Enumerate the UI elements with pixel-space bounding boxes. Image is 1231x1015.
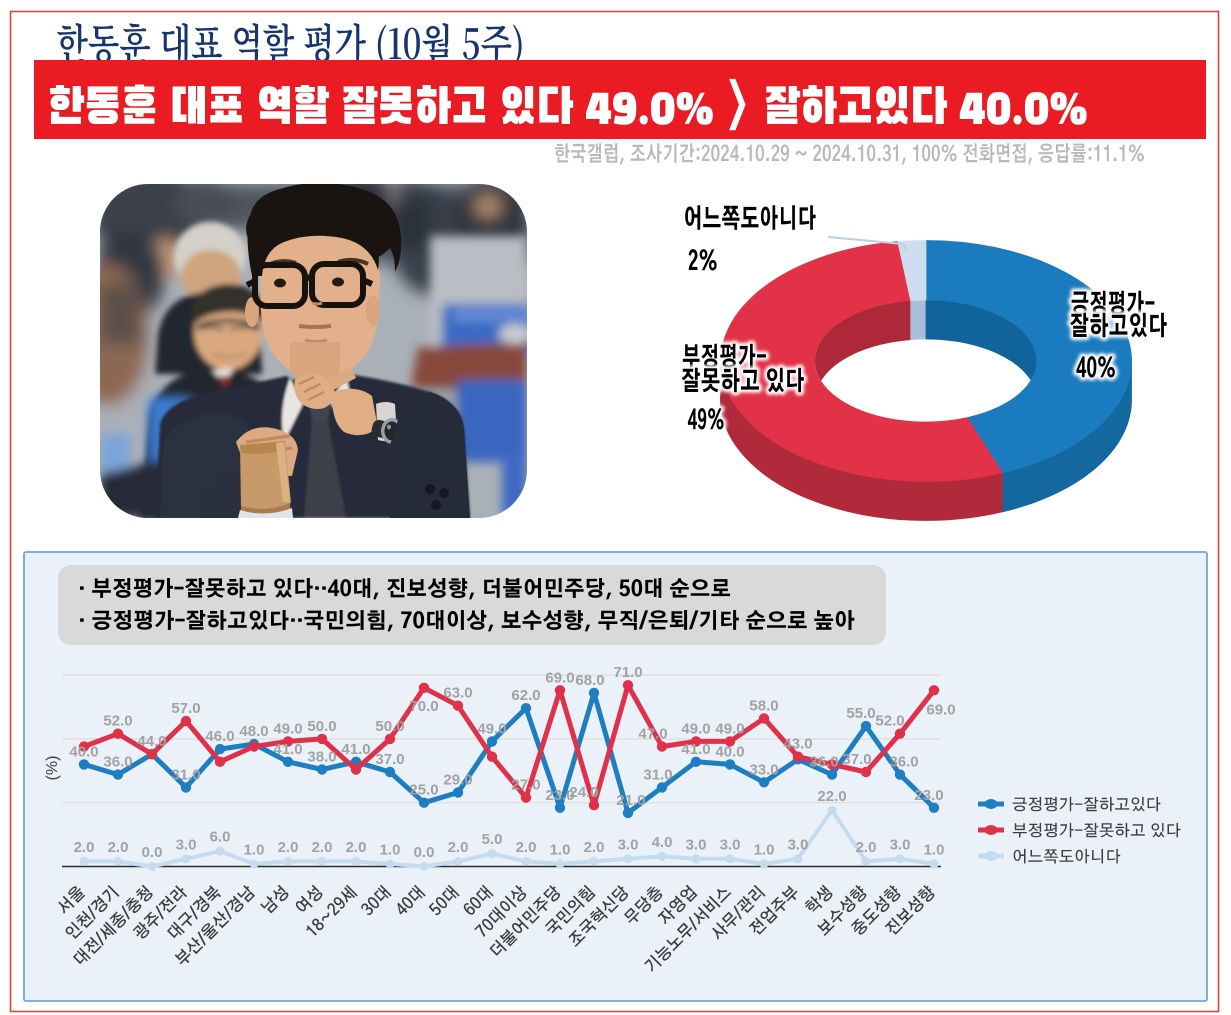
svg-text:69.0: 69.0 xyxy=(926,701,955,718)
svg-text:50.0: 50.0 xyxy=(307,718,336,735)
svg-text:22.0: 22.0 xyxy=(817,788,846,805)
svg-text:41.0: 41.0 xyxy=(681,741,710,758)
svg-text:31.0: 31.0 xyxy=(643,766,672,783)
svg-text:43.0: 43.0 xyxy=(783,736,812,753)
svg-text:(%): (%) xyxy=(44,756,61,781)
svg-text:21.0: 21.0 xyxy=(616,792,645,809)
svg-text:5.0: 5.0 xyxy=(482,831,503,848)
svg-text:52.0: 52.0 xyxy=(103,713,132,730)
svg-text:0.0: 0.0 xyxy=(414,844,435,861)
svg-text:49.0: 49.0 xyxy=(477,720,506,737)
svg-text:62.0: 62.0 xyxy=(511,687,540,704)
svg-text:3.0: 3.0 xyxy=(176,836,197,853)
svg-text:6.0: 6.0 xyxy=(210,829,231,846)
svg-text:50.0: 50.0 xyxy=(375,718,404,735)
svg-text:29.0: 29.0 xyxy=(443,772,472,789)
svg-text:55.0: 55.0 xyxy=(846,705,875,722)
svg-text:1.0: 1.0 xyxy=(380,841,401,858)
svg-text:57.0: 57.0 xyxy=(171,700,200,717)
svg-text:70.0: 70.0 xyxy=(409,698,438,715)
svg-text:49.0: 49.0 xyxy=(681,720,710,737)
svg-text:49.0: 49.0 xyxy=(273,720,302,737)
svg-text:3.0: 3.0 xyxy=(720,836,741,853)
svg-text:1.0: 1.0 xyxy=(550,841,571,858)
svg-text:2.0: 2.0 xyxy=(516,839,537,856)
svg-text:2.0: 2.0 xyxy=(278,839,299,856)
svg-text:23.0: 23.0 xyxy=(545,787,574,804)
svg-text:31.0: 31.0 xyxy=(171,766,200,783)
svg-text:48.0: 48.0 xyxy=(239,723,268,740)
svg-text:49.0: 49.0 xyxy=(715,720,744,737)
svg-text:3.0: 3.0 xyxy=(686,836,707,853)
svg-text:33.0: 33.0 xyxy=(749,761,778,778)
svg-text:38.0: 38.0 xyxy=(307,749,336,766)
svg-text:63.0: 63.0 xyxy=(443,685,472,702)
svg-text:25.0: 25.0 xyxy=(409,782,438,799)
svg-text:46.0: 46.0 xyxy=(205,728,234,745)
svg-text:3.0: 3.0 xyxy=(890,836,911,853)
svg-text:37.0: 37.0 xyxy=(375,751,404,768)
svg-text:4.0: 4.0 xyxy=(652,834,673,851)
svg-text:41.0: 41.0 xyxy=(341,741,370,758)
svg-text:40.0: 40.0 xyxy=(715,743,744,760)
svg-text:3.0: 3.0 xyxy=(788,836,809,853)
svg-text:24.0: 24.0 xyxy=(569,784,598,801)
svg-text:23.0: 23.0 xyxy=(914,787,943,804)
svg-text:52.0: 52.0 xyxy=(875,713,904,730)
svg-text:27.0: 27.0 xyxy=(511,777,540,794)
svg-text:36.0: 36.0 xyxy=(889,754,918,771)
svg-text:3.0: 3.0 xyxy=(618,836,639,853)
svg-text:1.0: 1.0 xyxy=(754,841,775,858)
svg-text:44.0: 44.0 xyxy=(137,733,166,750)
svg-text:2.0: 2.0 xyxy=(448,839,469,856)
svg-text:2.0: 2.0 xyxy=(312,839,333,856)
svg-text:2.0: 2.0 xyxy=(108,839,129,856)
svg-text:1.0: 1.0 xyxy=(244,841,265,858)
svg-text:58.0: 58.0 xyxy=(749,697,778,714)
svg-text:2.0: 2.0 xyxy=(346,839,367,856)
svg-text:69.0: 69.0 xyxy=(545,669,574,686)
svg-text:40.0: 40.0 xyxy=(69,743,98,760)
svg-text:47.0: 47.0 xyxy=(638,726,667,743)
svg-text:41.0: 41.0 xyxy=(273,741,302,758)
svg-text:2.0: 2.0 xyxy=(856,839,877,856)
svg-text:2.0: 2.0 xyxy=(74,839,95,856)
svg-text:0.0: 0.0 xyxy=(142,844,163,861)
svg-text:36.0: 36.0 xyxy=(103,754,132,771)
svg-text:1.0: 1.0 xyxy=(924,841,945,858)
svg-text:36.0: 36.0 xyxy=(809,754,838,771)
svg-text:71.0: 71.0 xyxy=(613,664,642,681)
svg-text:2.0: 2.0 xyxy=(584,839,605,856)
svg-text:68.0: 68.0 xyxy=(575,672,604,689)
svg-text:37.0: 37.0 xyxy=(842,751,871,768)
